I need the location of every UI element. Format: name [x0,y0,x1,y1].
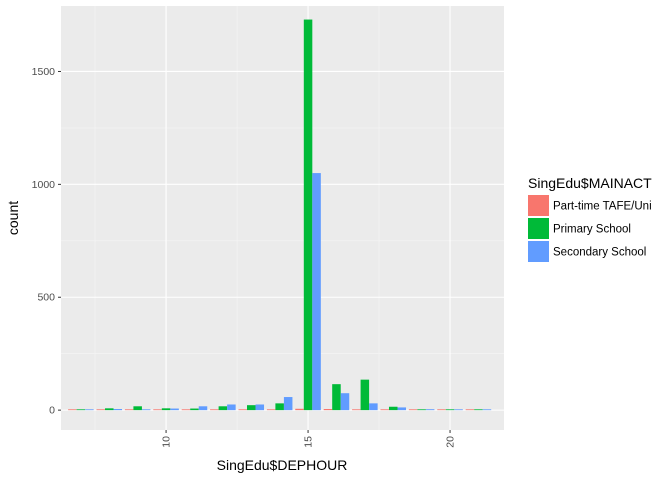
bar-primary-school-15 [303,19,313,411]
bar-secondary-school-7 [85,409,94,411]
bar-part-time-tafe-uni-18 [380,409,389,411]
bar-secondary-school-9 [141,409,151,411]
bar-secondary-school-21 [482,409,492,411]
bar-secondary-school-14 [283,397,293,411]
legend-key-1 [528,218,549,239]
bar-secondary-school-10 [170,408,179,411]
bar-part-time-tafe-uni-10 [153,409,162,411]
x-tick-label-1: 15 [303,436,315,448]
minor-gridlines [61,6,504,430]
y-axis-ticks: 0 500 1000 1500 [32,66,61,417]
bar-primary-school-20 [445,409,455,411]
bar-part-time-tafe-uni-19 [408,409,418,411]
bar-primary-school-21 [474,409,483,411]
bar-secondary-school-17 [369,403,378,411]
bar-part-time-tafe-uni-20 [437,409,446,411]
bar-primary-school-9 [133,406,142,411]
bar-primary-school-11 [190,408,199,411]
x-tick-label-0: 10 [161,436,173,448]
bar-part-time-tafe-uni-9 [124,409,134,411]
y-axis-title: count [5,201,21,235]
bar-secondary-school-8 [113,409,123,411]
bar-secondary-school-13 [255,404,265,411]
x-axis-title: SingEdu$DEPHOUR [217,457,348,473]
bar-part-time-tafe-uni-13 [238,409,248,411]
legend-label-0: Part-time TAFE/Uni [553,201,652,213]
bar-secondary-school-15 [312,173,321,411]
bar-primary-school-19 [417,409,426,411]
plot-panel [61,6,504,430]
legend-label-2: Secondary School [553,247,646,259]
bar-part-time-tafe-uni-7 [68,409,77,411]
bar-primary-school-12 [218,406,228,411]
bars [68,19,492,411]
bar-secondary-school-12 [227,404,236,411]
bar-secondary-school-20 [454,409,463,411]
bar-part-time-tafe-uni-8 [96,409,106,411]
bar-secondary-school-19 [425,409,435,411]
bar-primary-school-10 [161,408,171,411]
bar-primary-school-16 [332,384,341,411]
bar-part-time-tafe-uni-14 [266,409,276,411]
legend: SingEdu$MAINACT Part-time TAFE/Uni Primar… [528,175,652,262]
bar-secondary-school-11 [198,406,208,411]
bar-primary-school-7 [76,409,86,411]
bar-primary-school-18 [388,406,398,411]
bar-part-time-tafe-uni-21 [465,409,475,411]
bar-primary-school-13 [247,405,256,411]
bar-secondary-school-16 [340,393,350,411]
bar-part-time-tafe-uni-16 [323,409,333,411]
x-axis-ticks: 10 15 20 [161,430,457,448]
bar-primary-school-17 [360,379,370,411]
bar-part-time-tafe-uni-12 [210,409,219,411]
x-tick-label-2: 20 [445,436,457,448]
bar-primary-school-8 [105,408,114,411]
bar-primary-school-14 [275,403,284,411]
legend-key-0 [528,195,549,216]
bar-part-time-tafe-uni-17 [352,409,361,411]
bar-secondary-school-18 [397,407,407,411]
y-tick-label-0: 0 [49,405,55,417]
legend-label-1: Primary School [553,224,631,236]
legend-key-2 [528,241,549,262]
y-tick-label-2: 1000 [32,179,56,191]
y-tick-label-3: 1500 [32,66,56,78]
legend-title: SingEdu$MAINACT [528,175,652,191]
bar-part-time-tafe-uni-15 [295,408,304,411]
bar-part-time-tafe-uni-11 [181,409,191,411]
y-tick-label-1: 500 [37,292,55,304]
